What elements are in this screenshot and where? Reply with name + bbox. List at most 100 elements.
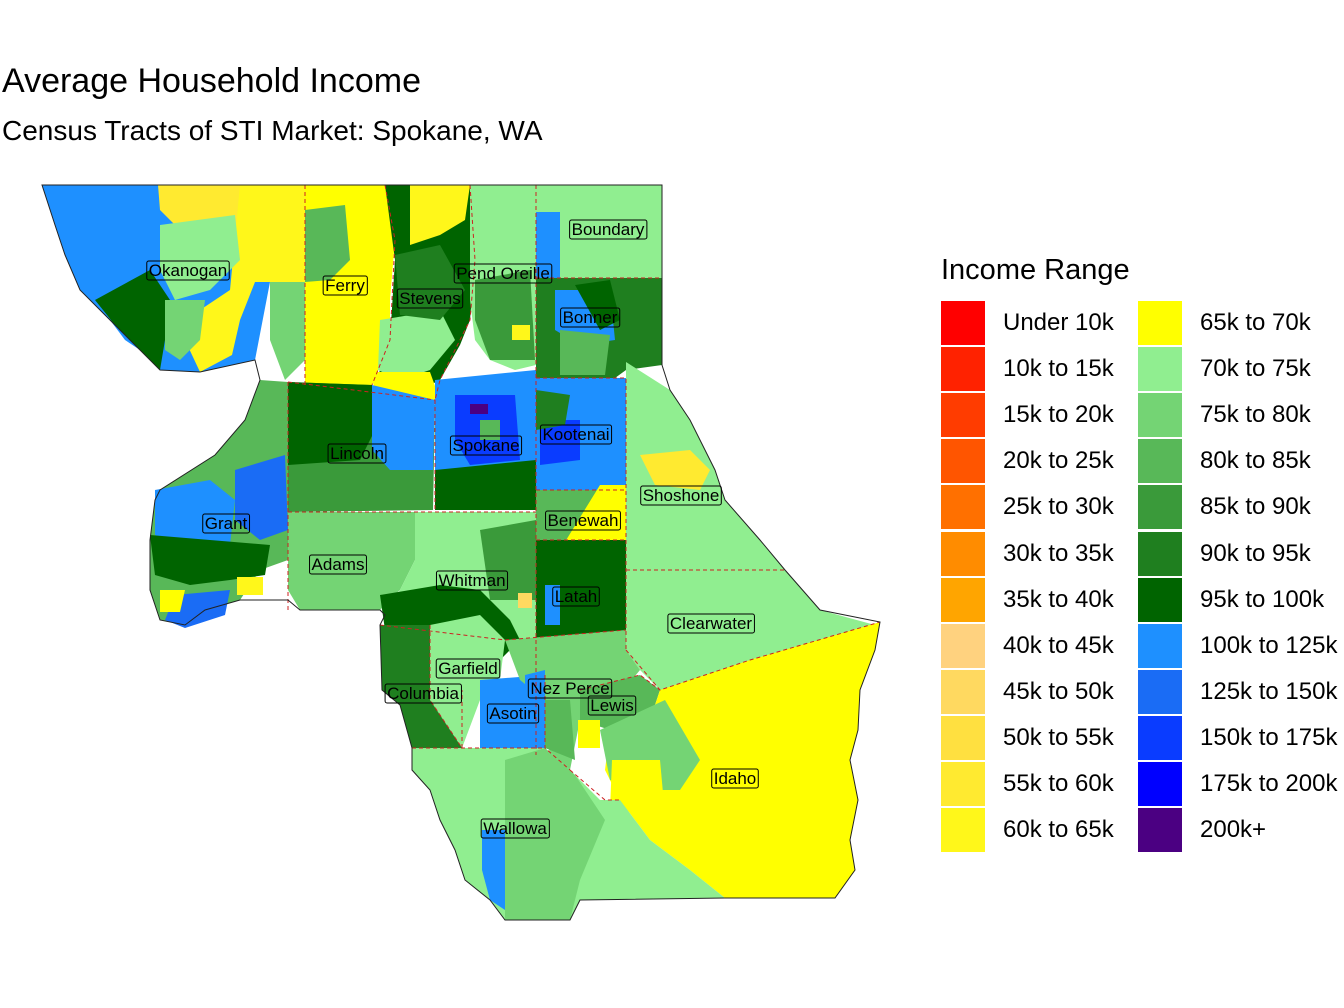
legend-swatch: [1138, 577, 1182, 622]
county-label-text: Grant: [205, 514, 248, 533]
county-label-text: Benewah: [548, 511, 619, 530]
legend-item: 50k to 55k: [941, 715, 1114, 761]
county-label-pend-oreille: Pend Oreille: [453, 263, 553, 284]
county-label-text: Whitman: [438, 571, 505, 590]
legend-label: 90k to 95k: [1200, 539, 1311, 567]
legend-item: 55k to 60k: [941, 761, 1114, 807]
county-label-text: Shoshone: [643, 486, 720, 505]
map-title: Average Household Income: [2, 62, 421, 100]
county-label-text: Clearwater: [670, 614, 753, 633]
county-label-box: [322, 275, 368, 296]
county-label-clearwater: Clearwater: [667, 613, 755, 634]
legend-label: 10k to 15k: [1003, 355, 1114, 383]
legend-swatch: [941, 301, 985, 345]
legend-swatch: [1138, 347, 1182, 392]
legend-label: 80k to 85k: [1200, 447, 1311, 475]
grant-darkgreen: [150, 535, 270, 585]
spokane-yellow: [512, 325, 530, 340]
county-label-text: Adams: [312, 555, 365, 574]
okanogan-south-green: [165, 300, 205, 360]
legend-item: 25k to 30k: [941, 484, 1114, 530]
county-label-box: [486, 703, 540, 724]
county-label-text: Asotin: [489, 704, 536, 723]
bonner-dark: [575, 280, 620, 330]
county-label-box: [327, 443, 387, 464]
spokane-core-purple: [470, 404, 488, 414]
legend-item: 150k to 175k: [1138, 715, 1337, 761]
legend-label: 175k to 200k: [1200, 770, 1338, 797]
county-label-box: [435, 658, 501, 679]
county-label-box: [449, 435, 523, 456]
county-label-nez-perce: Nez Perce: [527, 678, 613, 699]
county-label-text: Pend Oreille: [456, 264, 550, 283]
county-label-text: Idaho: [714, 769, 757, 788]
legend-label: 150k to 175k: [1200, 723, 1338, 751]
legend-swatch: [941, 347, 985, 392]
legend-item: 100k to 125k: [1138, 623, 1337, 669]
latah-yellow: [518, 593, 532, 608]
grant-yellow2: [237, 577, 263, 595]
county-label-ferry: Ferry: [322, 275, 368, 296]
county-label-stevens: Stevens: [396, 288, 464, 309]
county-label-box: [435, 570, 509, 591]
legend-swatch: [941, 715, 985, 760]
grant-blue: [155, 480, 235, 545]
county-label-text: Okanogan: [149, 261, 227, 280]
boundary-region: [536, 185, 662, 278]
wallowa-green2: [545, 700, 575, 760]
columbia-region: [380, 625, 462, 748]
legend-label: 20k to 25k: [1003, 447, 1114, 475]
county-label-box: [587, 695, 637, 716]
legend-swatch: [1138, 808, 1182, 853]
legend-item: 200k+: [1138, 807, 1266, 853]
county-label-text: Garfield: [438, 659, 498, 678]
legend-item: 65k to 70k: [1138, 300, 1311, 346]
wallowa-green: [505, 748, 605, 920]
legend-swatch: [1138, 669, 1182, 714]
adams-region: [288, 512, 433, 610]
okanogan-east-yellow: [185, 185, 305, 372]
county-label-box: [146, 260, 230, 281]
legend-label: 15k to 20k: [1003, 401, 1114, 429]
county-label-idaho: Idaho: [711, 768, 759, 789]
legend-label: 85k to 90k: [1200, 493, 1311, 521]
lewis-yellow: [578, 720, 600, 748]
county-label-box: [384, 683, 462, 704]
county-label-wallowa: Wallowa: [480, 818, 550, 839]
county-label-whitman: Whitman: [435, 570, 509, 591]
legend-swatch: [1138, 393, 1182, 438]
legend-item: 85k to 90k: [1138, 484, 1311, 530]
legend-item: 95k to 100k: [1138, 577, 1324, 623]
legend-label: 65k to 70k: [1200, 309, 1311, 336]
county-label-box: [711, 768, 759, 789]
county-label-box: [480, 818, 550, 839]
county-label-kootenai: Kootenai: [539, 424, 613, 445]
legend-swatch: [941, 439, 985, 484]
legend-label: 125k to 150k: [1200, 677, 1338, 705]
legend-item: 15k to 20k: [941, 392, 1114, 438]
wallowa-blue: [482, 830, 505, 910]
county-label-spokane: Spokane: [449, 435, 523, 456]
county-label-lewis: Lewis: [587, 695, 637, 716]
legend-item: 60k to 65k: [941, 807, 1114, 853]
county-label-grant: Grant: [202, 513, 251, 534]
county-label-lincoln: Lincoln: [327, 443, 387, 464]
lincoln-blue: [372, 385, 435, 470]
county-label-box: [453, 263, 553, 284]
bonner-green: [560, 330, 610, 375]
benewah-yellow: [560, 485, 626, 555]
legend-label: 100k to 125k: [1200, 631, 1338, 659]
county-label-shoshone: Shoshone: [640, 485, 722, 506]
county-label-text: Nez Perce: [530, 679, 609, 698]
spokane-south-green: [435, 460, 536, 510]
legend-item: 45k to 50k: [941, 669, 1114, 715]
legend-title: Income Range: [941, 254, 1130, 286]
kootenai-blue: [540, 420, 580, 465]
county-label-text: Stevens: [399, 289, 460, 308]
stevens-north-yellow: [410, 185, 470, 245]
legend-swatch: [1138, 531, 1182, 576]
legend-swatch: [1138, 301, 1182, 345]
legend-swatch: [1138, 762, 1182, 806]
legend-item: 35k to 40k: [941, 577, 1114, 623]
county-label-text: Lincoln: [330, 444, 384, 463]
